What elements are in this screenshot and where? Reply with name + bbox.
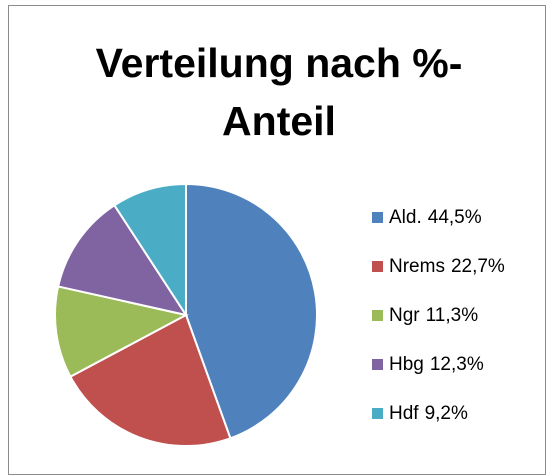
legend-swatch <box>372 359 383 370</box>
legend-value: 11,3% <box>426 305 479 326</box>
legend-category: Hbg <box>389 354 424 375</box>
pie-slice <box>56 203 189 317</box>
legend-category: Ngr <box>389 305 420 326</box>
legend-swatch <box>372 261 383 272</box>
chart-title: Verteilung nach %-Anteil <box>95 40 463 144</box>
legend-swatch <box>372 408 383 419</box>
pie-slice <box>185 182 318 440</box>
pie-slice <box>113 182 187 319</box>
legend-category: Nrems <box>389 256 445 277</box>
legend-category: Ald. <box>389 207 422 228</box>
legend-value: 44,5% <box>428 207 482 228</box>
pie-slice <box>54 285 189 379</box>
legend-category: Hdf <box>389 403 419 424</box>
pie-slice <box>69 313 232 447</box>
legend-value: 22,7% <box>451 256 505 277</box>
legend-label: Hbg 12,3% <box>389 354 484 375</box>
legend-label: Ald. 44,5% <box>389 207 482 228</box>
legend-label: Ngr 11,3% <box>389 305 478 326</box>
legend-label: Nrems 22,7% <box>389 256 505 277</box>
legend-swatch <box>372 212 383 223</box>
legend-value: 12,3% <box>430 354 484 375</box>
legend-value: 9,2% <box>425 403 468 424</box>
legend-label: Hdf 9,2% <box>389 403 468 424</box>
legend-swatch <box>372 310 383 321</box>
